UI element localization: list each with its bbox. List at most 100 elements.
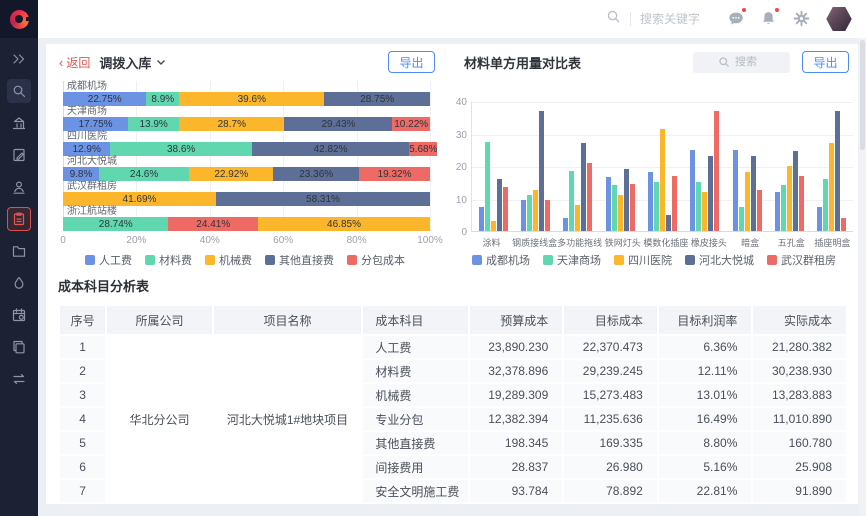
sidebar-item-building[interactable] <box>7 111 31 135</box>
column-header: 实际成本 <box>751 304 848 336</box>
chat-icon[interactable] <box>727 7 747 28</box>
legend-item[interactable]: 机械费 <box>205 252 252 268</box>
bar-segment: 13.9% <box>128 117 180 131</box>
bar <box>496 179 502 231</box>
legend-item[interactable]: 材料费 <box>145 252 192 268</box>
chevron-down-icon[interactable] <box>156 58 166 66</box>
actual-cost-cell: 25.908 <box>751 454 848 480</box>
bar-segment: 5.68% <box>409 142 438 156</box>
budget-cost-cell: 198.345 <box>467 430 565 456</box>
sidebar-item-calendar-gear[interactable] <box>7 303 31 327</box>
app-logo[interactable] <box>0 0 38 38</box>
chart-search-input[interactable] <box>735 56 765 68</box>
bar-segment: 10.22% <box>392 117 430 131</box>
sidebar-item-document-edit[interactable] <box>7 143 31 167</box>
company-cell: 华北分公司 <box>105 334 214 504</box>
calendar-gear-icon <box>12 308 26 322</box>
stacked-bar: 17.75% 13.9% 28.7% 29.43% 10.22% <box>63 117 430 131</box>
legend-item[interactable]: 成都机场 <box>472 252 530 268</box>
legend-swatch <box>205 255 215 265</box>
user-avatar[interactable] <box>826 7 852 31</box>
target-margin-cell: 5.16% <box>656 454 754 480</box>
y-tick-label: 20 <box>455 162 467 173</box>
target-margin-cell: 8.80% <box>656 430 754 456</box>
legend-label: 机械费 <box>219 255 252 267</box>
subject-cell: 人工费 <box>361 334 470 360</box>
document-edit-icon <box>13 148 25 162</box>
scrollbar[interactable] <box>859 38 866 516</box>
row-index-cell: 4 <box>57 406 108 432</box>
legend-item[interactable]: 天津商场 <box>543 252 601 268</box>
bar <box>792 151 798 231</box>
material-usage-chart-card: 材料单方用量对比表 导出 0 10 20 30 40 涂料 钢质接线盒多功能拖线铁网灯头模… <box>450 44 858 272</box>
bar <box>563 218 569 231</box>
cost-analysis-table: 序号 所属公司 项目名称 成本科目 预算成本 目标成本 目标利润率 实际成本 1 华北分公司 河北… <box>57 304 848 504</box>
budget-cost-cell: 23,890.230 <box>467 334 565 360</box>
cost-analysis-section: 成本科目分析表 序号 所属公司 项目名称 成本科目 预算成本 目标成本 目标利润率 实际成本 … <box>57 276 848 504</box>
x-tick-label: 40% <box>199 235 220 246</box>
global-search-input[interactable] <box>640 12 750 26</box>
target-cost-cell: 11,235.636 <box>562 406 659 432</box>
bar <box>569 171 575 231</box>
bar <box>623 169 629 231</box>
legend-item[interactable]: 其他直接费 <box>265 252 334 268</box>
bar-group <box>472 102 514 231</box>
table-title: 成本科目分析表 <box>58 279 150 294</box>
gridline <box>430 81 431 231</box>
search-divider <box>630 12 631 26</box>
sidebar-item-drop[interactable] <box>7 271 31 295</box>
bar-group <box>811 102 853 231</box>
bar <box>484 142 490 231</box>
left-export-button[interactable]: 导出 <box>388 51 435 73</box>
bar-group <box>599 102 641 231</box>
legend-item[interactable]: 武汉群租房 <box>767 252 836 268</box>
actual-cost-cell: 21,280.382 <box>751 334 848 360</box>
row-index-cell: 6 <box>57 454 108 480</box>
right-export-button[interactable]: 导出 <box>802 51 849 73</box>
user-icon <box>13 181 25 194</box>
budget-cost-cell: 19,289.309 <box>467 382 565 408</box>
legend-label: 武汉群租房 <box>781 255 836 267</box>
sidebar-item-transfer[interactable] <box>7 367 31 391</box>
bar <box>665 215 671 231</box>
legend-item[interactable]: 人工费 <box>85 252 132 268</box>
x-category-label: 钢质接线盒 <box>512 238 558 248</box>
gear-icon[interactable] <box>793 10 811 28</box>
sidebar-item-copy[interactable] <box>7 335 31 359</box>
sidebar-item-search[interactable] <box>7 79 31 103</box>
x-tick-label: 60% <box>273 235 294 246</box>
sidebar-item-folder[interactable] <box>7 239 31 263</box>
bar <box>690 150 696 231</box>
bar-segment: 9.8% <box>63 167 99 181</box>
target-margin-cell: 6.36% <box>656 334 754 360</box>
subject-cell: 其他直接费 <box>361 430 470 456</box>
chart-search-box[interactable] <box>693 51 790 73</box>
sidebar-item-clipboard[interactable] <box>7 207 31 231</box>
back-link[interactable]: ‹ 返回 <box>59 54 90 71</box>
scrollbar-thumb[interactable] <box>860 40 865 150</box>
bar-segment: 23.36% <box>273 167 360 181</box>
legend-item[interactable]: 河北大悦城 <box>685 252 754 268</box>
legend-label: 分包成本 <box>361 255 405 267</box>
bar-segment: 28.7% <box>179 117 285 131</box>
sidebar-item-user[interactable] <box>7 175 31 199</box>
y-tick-label: 0 <box>461 227 467 238</box>
bell-badge <box>774 7 780 13</box>
x-tick-label: 80% <box>346 235 367 246</box>
bell-icon[interactable] <box>760 7 780 28</box>
bar <box>629 184 635 231</box>
legend-item[interactable]: 分包成本 <box>347 252 405 268</box>
x-category-label: 涂料 <box>482 238 501 248</box>
actual-cost-cell: 91.890 <box>751 478 848 504</box>
bar-segment: 17.75% <box>63 117 129 131</box>
row-index-cell: 7 <box>57 478 108 504</box>
x-tick-label: 20% <box>126 235 147 246</box>
legend-item[interactable]: 四川医院 <box>614 252 672 268</box>
bar-segment: 58.31% <box>216 192 430 206</box>
x-category-label: 铁网灯头 <box>604 238 641 248</box>
sidebar-item-expand[interactable] <box>7 47 31 71</box>
bar <box>581 143 587 231</box>
search-icon <box>719 57 729 67</box>
legend-label: 成都机场 <box>486 255 530 267</box>
search-icon[interactable] <box>606 9 621 29</box>
